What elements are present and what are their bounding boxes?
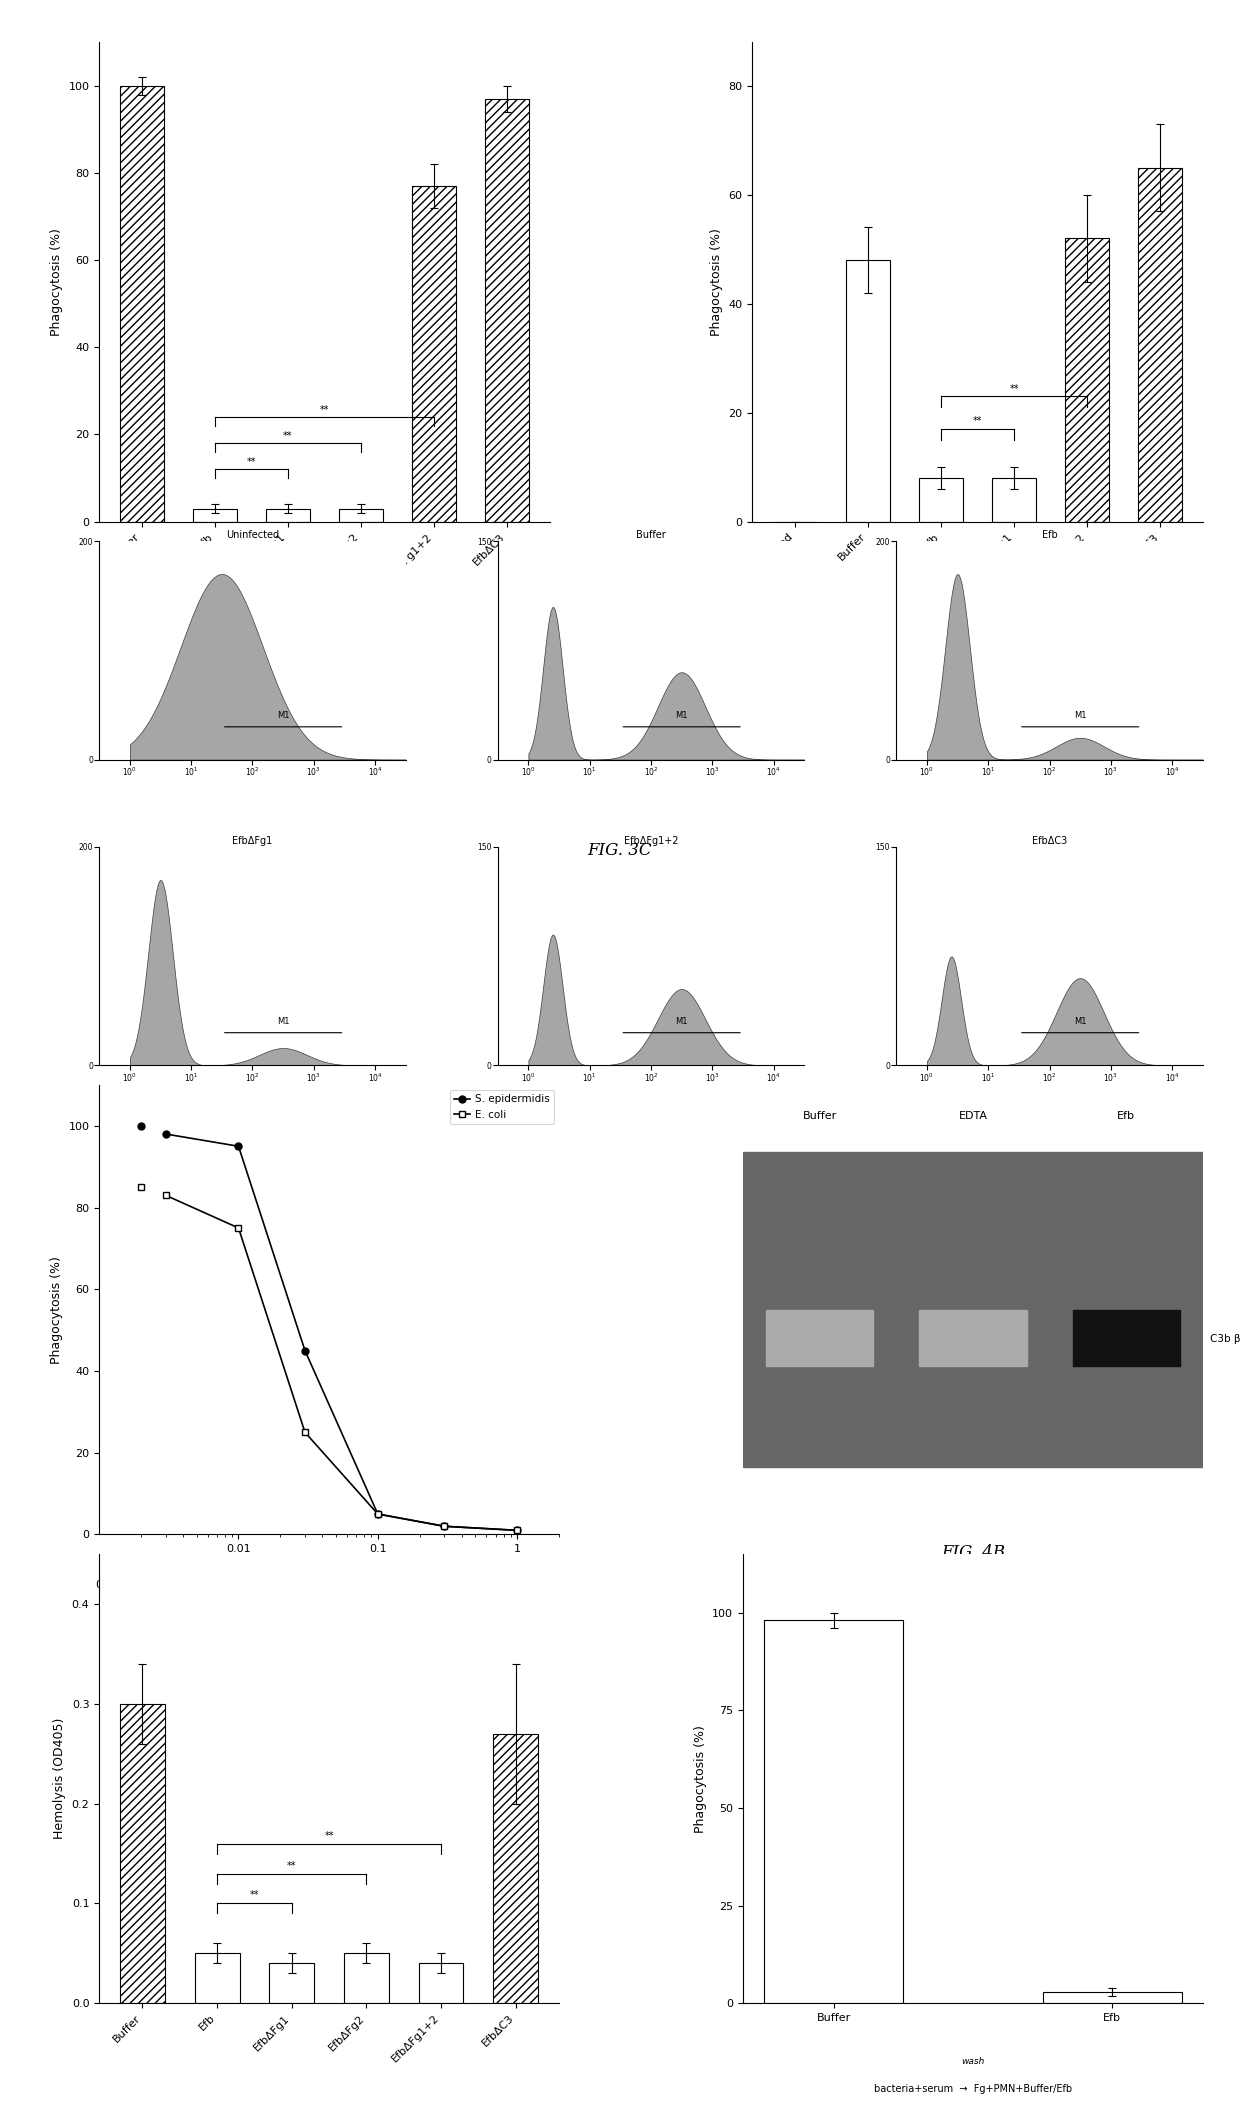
- Y-axis label: Phagocytosis (%): Phagocytosis (%): [711, 228, 723, 335]
- Bar: [846, 260, 890, 521]
- Line: S. epidermidis: S. epidermidis: [162, 1131, 521, 1534]
- Line: E. coli: E. coli: [162, 1192, 521, 1534]
- E. coli: [231, 1215, 246, 1241]
- Text: FIG. 3B: FIG. 3B: [946, 690, 1009, 707]
- Bar: [120, 87, 164, 521]
- Text: wash: wash: [961, 2057, 985, 2066]
- Text: Efb: Efb: [1117, 1110, 1135, 1120]
- Bar: [919, 479, 963, 521]
- Text: **: **: [320, 405, 329, 416]
- Text: FIG. 3A: FIG. 3A: [293, 690, 356, 707]
- Bar: [265, 509, 310, 521]
- Y-axis label: Phagocytosis (%): Phagocytosis (%): [50, 1255, 63, 1363]
- E. coli: [436, 1513, 451, 1538]
- Text: C3b β chain: C3b β chain: [1210, 1334, 1240, 1344]
- Text: M1: M1: [676, 1017, 688, 1025]
- Text: **: **: [325, 1831, 334, 1840]
- Bar: [1138, 167, 1182, 521]
- Text: FIG. 3C: FIG. 3C: [588, 842, 652, 859]
- Text: **: **: [1009, 384, 1019, 395]
- Text: **: **: [247, 458, 255, 466]
- Bar: [339, 509, 383, 521]
- Bar: [343, 1954, 389, 2002]
- E. coli: [159, 1182, 174, 1207]
- S. epidermidis: [159, 1120, 174, 1146]
- Bar: [192, 509, 237, 521]
- Bar: [919, 1310, 1027, 1365]
- Text: **: **: [286, 1861, 296, 1872]
- E. coli: [298, 1420, 312, 1445]
- Text: FIG. 4B: FIG. 4B: [941, 1545, 1004, 1561]
- Bar: [1073, 1310, 1179, 1365]
- Text: bacteria+serum  →  Fg+PMN+Buffer/Efb: bacteria+serum → Fg+PMN+Buffer/Efb: [874, 2085, 1071, 2095]
- Text: EDTA: EDTA: [959, 1110, 987, 1120]
- Bar: [412, 186, 456, 521]
- Bar: [1043, 1992, 1182, 2002]
- Title: EfbΔC3: EfbΔC3: [1032, 836, 1068, 846]
- Bar: [195, 1954, 239, 2002]
- Title: Buffer: Buffer: [636, 530, 666, 540]
- Text: **: **: [973, 416, 982, 426]
- Bar: [269, 1964, 314, 2002]
- Title: EfbΔFg1: EfbΔFg1: [232, 836, 273, 846]
- E. coli: [371, 1502, 386, 1528]
- Text: **: **: [249, 1891, 259, 1901]
- Text: 0: 0: [95, 1580, 103, 1589]
- Bar: [743, 1152, 1203, 1466]
- Bar: [494, 1734, 538, 2002]
- Text: M1: M1: [676, 711, 688, 720]
- Text: M1: M1: [277, 711, 289, 720]
- X-axis label: Efb(μM): Efb(μM): [305, 1559, 353, 1572]
- Text: **: **: [283, 430, 293, 441]
- Bar: [766, 1310, 873, 1365]
- Text: FIG. 4A: FIG. 4A: [298, 1620, 361, 1637]
- Text: M1: M1: [1074, 1017, 1086, 1025]
- Text: M1: M1: [1074, 711, 1086, 720]
- S. epidermidis: [298, 1338, 312, 1363]
- S. epidermidis: [231, 1133, 246, 1158]
- Bar: [485, 99, 529, 521]
- Title: Efb: Efb: [1042, 530, 1058, 540]
- Y-axis label: Phagocytosis (%): Phagocytosis (%): [50, 228, 63, 335]
- Bar: [1065, 238, 1110, 521]
- Text: M1: M1: [277, 1017, 289, 1025]
- Y-axis label: Phagocytosis (%): Phagocytosis (%): [693, 1724, 707, 1834]
- Bar: [764, 1620, 903, 2002]
- S. epidermidis: [510, 1517, 525, 1542]
- Bar: [992, 479, 1037, 521]
- Title: EfbΔFg1+2: EfbΔFg1+2: [624, 836, 678, 846]
- Title: Uninfected: Uninfected: [226, 530, 279, 540]
- Bar: [120, 1703, 165, 2002]
- S. epidermidis: [371, 1502, 386, 1528]
- Y-axis label: Hemolysis (OD405): Hemolysis (OD405): [53, 1718, 66, 1840]
- E. coli: [510, 1517, 525, 1542]
- Text: Buffer: Buffer: [802, 1110, 837, 1120]
- S. epidermidis: [436, 1513, 451, 1538]
- Bar: [419, 1964, 464, 2002]
- Legend: S. epidermidis, E. coli: S. epidermidis, E. coli: [450, 1091, 554, 1125]
